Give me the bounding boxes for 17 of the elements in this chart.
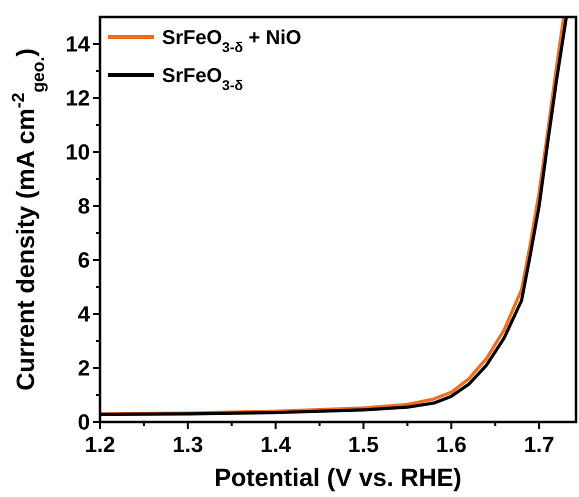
y-tick-label: 10 — [66, 140, 90, 165]
y-tick-label: 8 — [78, 194, 90, 219]
x-axis-title: Potential (V vs. RHE) — [214, 464, 462, 492]
y-tick-label: 4 — [78, 302, 91, 327]
x-tick-label: 1.3 — [172, 432, 204, 457]
x-tick-label: 1.5 — [348, 432, 379, 457]
legend-label: SrFeO$_{3-δ}$ — [162, 65, 243, 93]
x-tick-label: 1.2 — [84, 432, 116, 457]
y-tick-label: 12 — [66, 86, 90, 111]
y-tick-label: 14 — [66, 32, 91, 57]
x-tick-label: 1.4 — [260, 432, 292, 457]
y-tick-label: 0 — [78, 410, 90, 435]
x-tick-label: 1.7 — [524, 432, 554, 457]
y-tick-label: 2 — [78, 356, 90, 381]
y-tick-label: 6 — [78, 248, 90, 273]
x-tick-label: 1.6 — [436, 432, 467, 457]
legend-label: SrFeO$_{3-δ}$ + NiO — [162, 27, 302, 55]
